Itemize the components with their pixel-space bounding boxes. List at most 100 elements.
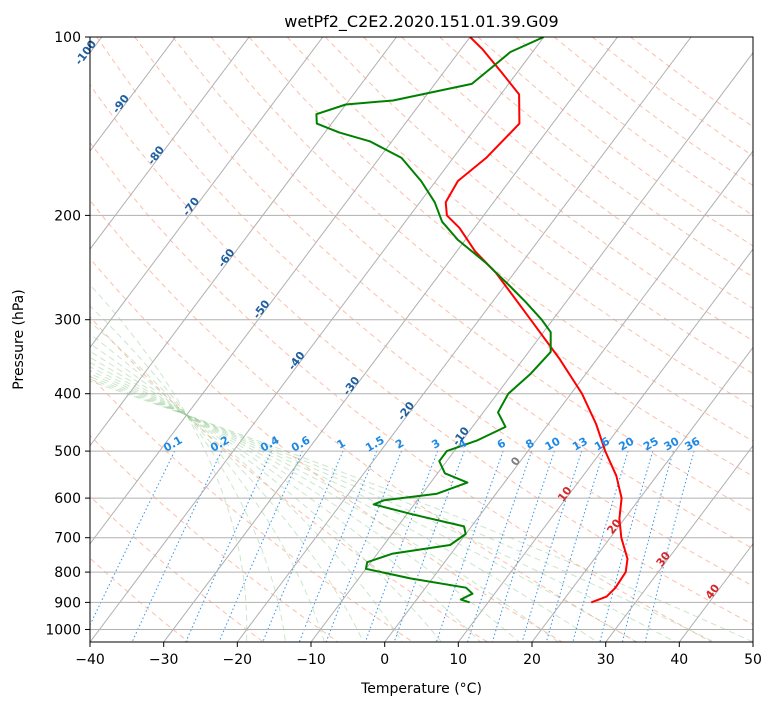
mixing-ratio-line xyxy=(364,450,439,642)
x-tick-label: −30 xyxy=(149,652,179,668)
isotherm-line xyxy=(310,51,753,642)
y-tick-label: 700 xyxy=(54,531,81,547)
chart-title: wetPf2_C2E2.2020.151.01.39.G09 xyxy=(284,12,558,32)
mixing-ratio-line xyxy=(491,450,555,642)
x-tick-label: 40 xyxy=(670,652,688,668)
mixing-ratio-line xyxy=(621,450,674,642)
y-tick-label: 600 xyxy=(54,491,81,507)
x-tick-label: 30 xyxy=(597,652,615,668)
x-axis-ticks: −40 −30 −20 −10 0 10 20 30 40 50 xyxy=(75,642,762,668)
y-axis-ticks: 100 200 300 400 500 600 700 800 900 1000 xyxy=(45,30,90,639)
isotherm-line xyxy=(384,150,753,642)
dry-adiabat-line xyxy=(90,199,638,642)
background-lines xyxy=(90,37,753,642)
dry-adiabat-line xyxy=(286,37,753,408)
mixing-ratio-line xyxy=(545,450,605,642)
plot-frame xyxy=(89,36,754,643)
isotherm-line xyxy=(531,346,753,642)
isotherm-line xyxy=(90,37,397,447)
moist-adiabat-line xyxy=(90,370,598,642)
isotherm-line xyxy=(678,542,753,642)
mixing-ratio-line xyxy=(90,450,176,627)
moist-adiabat-line xyxy=(90,362,520,642)
y-tick-label: 200 xyxy=(54,208,81,224)
isotherm-label: -30 xyxy=(340,374,363,398)
mixing-ratio-line xyxy=(218,450,303,642)
x-tick-label: 50 xyxy=(744,652,762,668)
isotherm-line xyxy=(90,37,324,349)
moist-adiabat-line xyxy=(90,380,753,642)
dry-adiabat-line xyxy=(439,37,753,278)
mixing-ratio-line xyxy=(325,450,402,642)
mixing-ratio-line xyxy=(131,450,223,642)
x-tick-label: −20 xyxy=(223,652,253,668)
isotherm-line xyxy=(752,641,753,642)
moist-adiabat-line xyxy=(90,284,248,642)
x-axis-label: Temperature (°C) xyxy=(360,681,482,697)
dry-adiabat-line xyxy=(90,557,190,642)
mixing-ratio-line xyxy=(467,450,533,642)
moist-adiabat-line xyxy=(90,366,559,642)
isotherm-line xyxy=(90,37,471,545)
y-tick-label: 900 xyxy=(54,595,81,611)
isotherm-label: -80 xyxy=(145,143,168,167)
x-tick-label: 10 xyxy=(449,652,467,668)
x-tick-label: 20 xyxy=(523,652,541,668)
mixing-ratio-line xyxy=(298,450,378,642)
dry-adiabat-line xyxy=(90,257,563,642)
mixing-ratio-line xyxy=(435,450,504,642)
mixing-ratio-line xyxy=(393,450,465,642)
dry-adiabat-line xyxy=(172,37,753,513)
moist-adiabat-line xyxy=(90,342,403,642)
temperature-trace xyxy=(444,37,629,604)
dry-adiabat-line xyxy=(90,434,339,642)
moist-adiabat-line xyxy=(90,321,325,642)
isotherm-label: -10 xyxy=(450,424,473,448)
y-tick-label: 500 xyxy=(54,444,81,460)
moist-adiabat-line xyxy=(90,333,364,642)
dewpoint-trace xyxy=(315,37,552,604)
y-tick-label: 800 xyxy=(54,565,81,581)
isotherm-line xyxy=(236,37,692,642)
dry-adiabat-line xyxy=(401,37,753,310)
sounding-traces xyxy=(315,37,629,604)
dry-adiabat-line xyxy=(134,37,753,550)
mixing-ratio-line xyxy=(644,450,695,642)
dry-adiabat-line xyxy=(477,37,753,247)
mixing-ratio-line xyxy=(572,450,629,642)
y-tick-label: 1000 xyxy=(45,623,81,639)
x-tick-label: −40 xyxy=(75,652,105,668)
isotherm-line xyxy=(90,37,250,250)
isotherm-label: -90 xyxy=(110,92,133,116)
y-tick-label: 400 xyxy=(54,387,81,403)
isotherm-label: 30 xyxy=(654,549,674,569)
isotherm-line xyxy=(163,37,618,642)
x-tick-label: 0 xyxy=(380,652,389,668)
mixing-ratio-line xyxy=(599,450,654,642)
isotherm-label: 0 xyxy=(508,454,523,468)
mixing-ratio-label: 6 xyxy=(495,436,508,451)
mixing-ratio-label: 3 xyxy=(429,437,442,452)
isotherm-line xyxy=(605,444,753,642)
dry-adiabat-line xyxy=(90,375,414,642)
x-tick-label: −10 xyxy=(296,652,326,668)
isotherm-label: -20 xyxy=(395,399,418,423)
dry-adiabat-line xyxy=(90,83,753,626)
isotherm-line xyxy=(90,37,176,152)
isotherm-label: -50 xyxy=(250,297,273,321)
dry-adiabat-line xyxy=(90,495,264,642)
y-tick-label: 100 xyxy=(54,30,81,46)
dry-adiabat-line xyxy=(363,37,753,342)
moist-adiabat-line xyxy=(90,376,676,642)
isotherm-label: -40 xyxy=(285,349,308,373)
isotherm-line xyxy=(90,37,545,642)
moist-adiabat-line xyxy=(90,305,286,642)
moist-adiabat-line xyxy=(90,356,481,642)
mixing-ratio-label: 2 xyxy=(393,437,406,452)
isotherm-label: 10 xyxy=(555,484,575,504)
y-axis-label: Pressure (hPa) xyxy=(11,289,27,389)
isotherm-label: -60 xyxy=(215,246,238,270)
isotherm-line xyxy=(457,248,753,642)
mixing-ratio-line xyxy=(262,450,344,642)
